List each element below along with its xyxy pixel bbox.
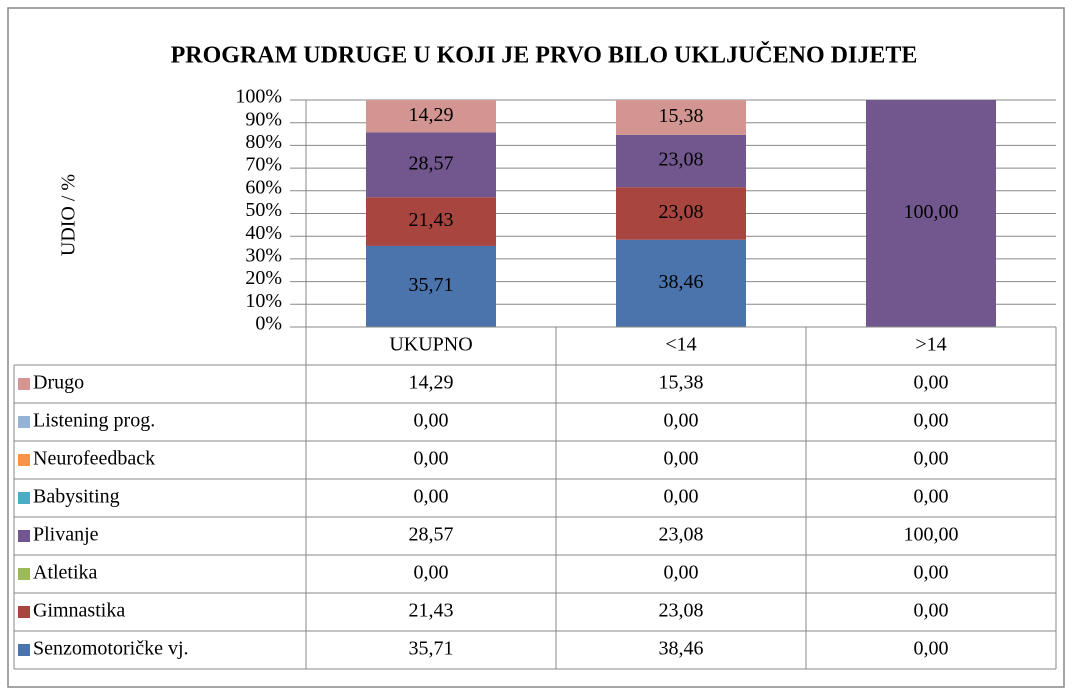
x-tick-label: <14 [665,334,696,356]
table-value: 0,00 [664,562,699,584]
y-tick-label: 60% [245,176,282,198]
data-label: 21,43 [409,209,454,231]
table-value: 35,71 [409,638,454,660]
y-tick-label: 80% [245,131,282,153]
legend-swatch [18,454,30,466]
table-value: 0,00 [914,410,949,432]
legend-swatch [18,416,30,428]
table-value: 23,08 [659,600,704,622]
legend-swatch [18,530,30,542]
table-value: 15,38 [659,372,704,394]
legend-label: Atletika [33,562,98,584]
bar-segment [616,187,746,240]
data-label: 100,00 [904,201,959,223]
table-value: 0,00 [914,448,949,470]
bar-segment [616,134,746,188]
legend-swatch [18,492,30,504]
chart-title: PROGRAM UDRUGE U KOJI JE PRVO BILO UKLJU… [171,42,918,69]
bar-segment [366,100,496,133]
table-value: 23,08 [659,524,704,546]
y-tick-label: 0% [255,313,282,335]
y-tick-label: 40% [245,222,282,244]
legend-label: Plivanje [33,524,99,546]
data-label: 15,38 [659,105,704,127]
table-value: 0,00 [914,372,949,394]
legend-swatch [18,378,30,390]
table-value: 0,00 [914,638,949,660]
legend-label: Listening prog. [33,410,155,432]
table-value: 0,00 [414,562,449,584]
y-tick-label: 70% [245,154,282,176]
table-value: 0,00 [914,562,949,584]
y-tick-label: 20% [245,267,282,289]
bar-segment [616,100,746,135]
table-value: 0,00 [414,410,449,432]
bar-segment [866,100,996,327]
table-value: 0,00 [414,448,449,470]
table-value: 0,00 [914,486,949,508]
legend-label: Gimnastika [33,600,125,622]
y-axis-label: UDIO / % [58,174,80,256]
legend-swatch [18,568,30,580]
table-value: 100,00 [904,524,959,546]
table-value: 28,57 [409,524,454,546]
table-value: 38,46 [659,638,704,660]
bar-segment [366,197,496,246]
bar-segment [616,239,746,327]
legend-label: Neurofeedback [33,448,155,470]
y-tick-label: 100% [235,86,282,108]
data-label: 23,08 [659,201,704,223]
data-label: 23,08 [659,149,704,171]
y-tick-label: 10% [245,290,282,312]
legend-label: Senzomotoričke vj. [33,638,189,660]
table-value: 0,00 [914,600,949,622]
data-label: 14,29 [409,104,454,126]
legend-label: Drugo [33,372,84,394]
data-label: 35,71 [409,274,454,296]
y-tick-label: 50% [245,199,282,221]
table-value: 0,00 [664,448,699,470]
table-value: 21,43 [409,600,454,622]
bar-segment [366,132,496,198]
legend-label: Babysiting [33,486,120,508]
legend-swatch [18,644,30,656]
table-value: 14,29 [409,372,454,394]
y-tick-label: 90% [245,108,282,130]
legend-swatch [18,606,30,618]
y-tick-label: 30% [245,244,282,266]
data-label: 38,46 [659,271,704,293]
table-value: 0,00 [664,410,699,432]
data-label: 28,57 [409,152,454,174]
x-tick-label: UKUPNO [389,334,472,356]
table-value: 0,00 [414,486,449,508]
bar-segment [366,245,496,327]
table-value: 0,00 [664,486,699,508]
x-tick-label: >14 [915,334,946,356]
